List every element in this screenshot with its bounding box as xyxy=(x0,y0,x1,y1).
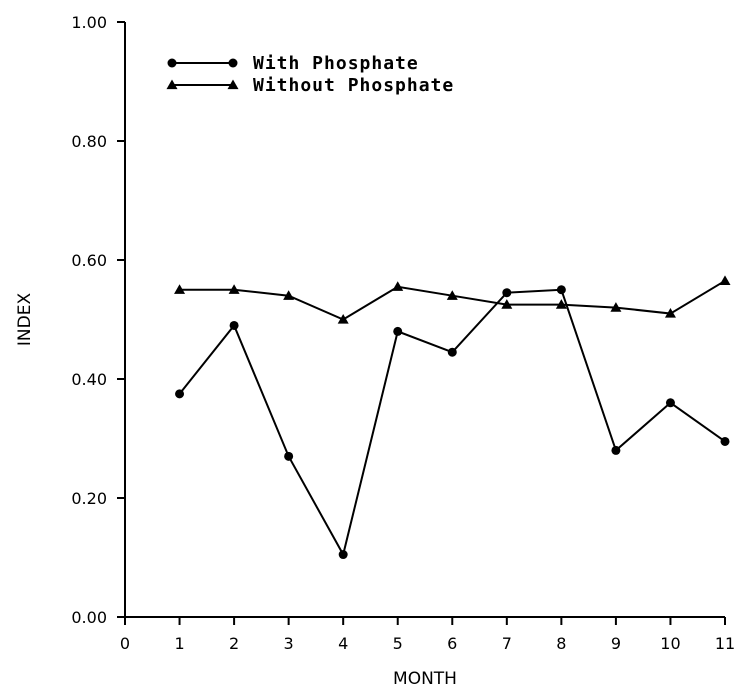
data-point-triangle xyxy=(501,299,513,309)
x-tick-label: 4 xyxy=(338,634,348,653)
x-tick-label: 2 xyxy=(229,634,239,653)
data-point-circle xyxy=(284,451,294,461)
data-point-triangle xyxy=(174,284,186,294)
y-tick-label: 0.00 xyxy=(71,608,107,627)
data-point-triangle xyxy=(227,79,239,90)
x-tick-label: 7 xyxy=(502,634,512,653)
x-tick-label: 5 xyxy=(393,634,403,653)
series-line xyxy=(178,288,726,558)
data-point-triangle xyxy=(555,299,567,309)
data-point-triangle xyxy=(719,275,731,285)
legend-label: With Phosphate xyxy=(253,53,419,74)
x-tick-label: 0 xyxy=(120,634,130,653)
series-with-phosphate xyxy=(175,285,730,560)
x-tick-label: 10 xyxy=(660,634,680,653)
x-tick-label: 11 xyxy=(715,634,735,653)
data-point-circle xyxy=(720,436,730,446)
data-point-triangle xyxy=(610,302,622,312)
data-point-circle xyxy=(229,320,239,330)
data-point-triangle xyxy=(283,290,295,300)
series-line xyxy=(179,279,726,321)
legend-item: With Phosphate xyxy=(167,53,419,74)
data-point-circle xyxy=(447,347,457,357)
x-tick-label: 3 xyxy=(284,634,294,653)
y-tick-label: 1.00 xyxy=(71,13,107,32)
x-tick-label: 9 xyxy=(611,634,621,653)
data-point-circle xyxy=(167,58,177,68)
axes xyxy=(124,22,725,618)
y-tick-label: 0.80 xyxy=(71,132,107,151)
data-point-circle xyxy=(393,326,403,336)
series-layer xyxy=(174,275,731,560)
x-tick-label: 6 xyxy=(447,634,457,653)
y-ticks: 0.00 0.20 0.40 0.60 0.80 1.00 xyxy=(71,13,125,627)
data-point-triangle xyxy=(166,79,178,90)
y-axis-label: INDEX xyxy=(15,293,35,347)
data-point-circle xyxy=(228,58,238,68)
data-point-circle xyxy=(338,550,348,560)
data-point-circle xyxy=(611,445,621,455)
data-point-triangle xyxy=(392,281,404,291)
legend-item: Without Phosphate xyxy=(166,75,454,96)
y-tick-label: 0.20 xyxy=(71,489,107,508)
x-tick-label: 8 xyxy=(556,634,566,653)
data-point-circle xyxy=(556,285,566,295)
data-point-triangle xyxy=(337,314,349,324)
data-point-triangle xyxy=(228,284,240,294)
series-without-phosphate xyxy=(174,275,731,324)
data-point-triangle xyxy=(664,308,676,318)
data-point-circle xyxy=(175,389,185,399)
legend-label: Without Phosphate xyxy=(253,75,454,96)
x-axis-label: MONTH xyxy=(393,669,457,689)
data-point-triangle xyxy=(446,290,458,300)
y-tick-label: 0.40 xyxy=(71,370,107,389)
x-tick-label: 1 xyxy=(174,634,184,653)
y-tick-label: 0.60 xyxy=(71,251,107,270)
data-point-circle xyxy=(665,398,675,408)
data-point-circle xyxy=(502,288,512,298)
x-ticks: 0 1 2 3 4 5 6 7 8 9 10 11 xyxy=(120,617,735,653)
